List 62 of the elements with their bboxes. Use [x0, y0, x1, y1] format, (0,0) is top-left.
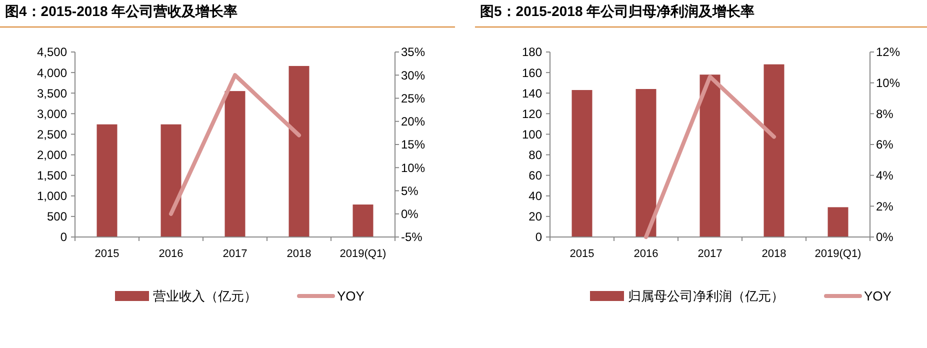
legend-label: 营业收入（亿元）: [153, 288, 257, 304]
y-tick-label: 20: [528, 210, 542, 224]
y2-tick-label: 15%: [401, 138, 426, 152]
y2-tick-label: 4%: [876, 168, 894, 183]
y-tick-label: 0: [535, 230, 542, 244]
bar: [700, 74, 720, 237]
y2-tick-label: -5%: [401, 230, 423, 244]
bar: [160, 124, 182, 237]
bar: [572, 90, 592, 237]
y2-tick-label: 6%: [876, 138, 894, 152]
y2-tick-label: 2%: [876, 199, 894, 214]
y2-tick-label: 30%: [401, 68, 426, 82]
chart-title: 图4：2015-2018 年公司营收及增长率: [5, 3, 238, 19]
x-tick-label: 2019(Q1): [814, 248, 862, 260]
y-tick-label: 4,500: [36, 45, 68, 60]
y2-tick-label: 10%: [401, 160, 426, 175]
y-tick-label: 3,500: [36, 86, 68, 100]
y-tick-label: 1,500: [36, 168, 68, 183]
bar: [224, 91, 246, 237]
y-tick-label: 120: [522, 106, 542, 121]
bar: [764, 64, 784, 237]
legend-label: 归属母公司净利润（亿元）: [628, 288, 784, 304]
y-tick-label: 140: [522, 86, 542, 100]
bar: [352, 204, 374, 237]
x-tick-label: 2016: [158, 248, 184, 260]
y2-tick-label: 12%: [876, 45, 900, 60]
y-tick-label: 100: [522, 127, 542, 142]
y2-tick-label: 25%: [401, 91, 426, 106]
bar: [828, 207, 848, 237]
y2-tick-label: 10%: [876, 76, 900, 90]
x-tick-label: 2016: [634, 248, 658, 260]
y-tick-label: 2,500: [36, 127, 68, 142]
chart-title: 图5：2015-2018 年公司归母净利润及增长率: [480, 3, 755, 19]
y-tick-label: 80: [528, 148, 542, 162]
x-tick-label: 2017: [698, 248, 722, 260]
y-tick-label: 2,000: [36, 148, 68, 162]
y-tick-label: 1,000: [36, 189, 68, 204]
bar: [636, 89, 656, 237]
x-tick-label: 2015: [570, 248, 594, 260]
y-tick-label: 4,000: [36, 66, 68, 80]
legend-label: YOY: [864, 288, 892, 304]
y-tick-label: 160: [522, 66, 542, 80]
y-tick-label: 40: [528, 189, 542, 204]
x-tick-label: 2019(Q1): [340, 248, 386, 260]
y2-tick-label: 5%: [401, 184, 419, 198]
y2-tick-label: 35%: [401, 45, 426, 60]
y2-tick-label: 20%: [401, 114, 426, 129]
bar: [96, 124, 118, 237]
x-tick-label: 2018: [762, 248, 786, 260]
y-tick-label: 500: [46, 210, 68, 224]
y2-tick-label: 0%: [401, 207, 419, 222]
x-tick-label: 2017: [222, 248, 248, 260]
y-tick-label: 3,000: [36, 106, 68, 121]
legend-label: YOY: [337, 288, 365, 304]
x-tick-label: 2018: [286, 248, 312, 260]
bar: [288, 66, 310, 237]
y-tick-label: 60: [528, 168, 542, 183]
y-tick-label: 180: [522, 45, 542, 60]
y2-tick-label: 0%: [876, 230, 894, 244]
y-tick-label: 0: [60, 230, 68, 244]
x-tick-label: 2015: [94, 248, 120, 260]
y2-tick-label: 8%: [876, 106, 894, 121]
